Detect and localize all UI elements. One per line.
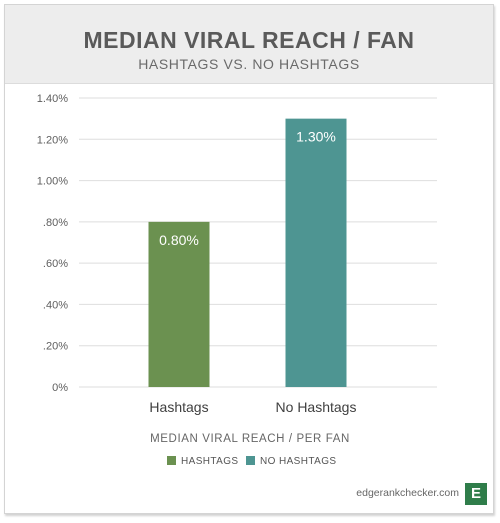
data-label: 1.30% xyxy=(296,129,336,145)
legend-swatch-no-hashtags xyxy=(246,456,255,465)
y-tick-label: 0% xyxy=(52,382,68,394)
legend-title: MEDIAN VIRAL REACH / PER FAN xyxy=(150,433,350,445)
chart-title: MEDIAN VIRAL REACH / FAN xyxy=(83,27,415,53)
brand-text[interactable]: edgerankchecker.com xyxy=(356,487,459,499)
header-band: MEDIAN VIRAL REACH / FAN HASHTAGS VS. NO… xyxy=(5,5,493,84)
legend-item-hashtags: HASHTAGS xyxy=(167,456,238,467)
bar-no-hashtags xyxy=(285,118,347,388)
y-tick-label: 1.40% xyxy=(37,93,68,105)
x-tick-label: No Hashtags xyxy=(276,399,357,415)
bars xyxy=(148,118,347,388)
y-tick-label: .20% xyxy=(43,341,68,353)
data-labels: 0.80% 1.30% xyxy=(159,129,336,248)
x-tick-label: Hashtags xyxy=(149,399,208,415)
y-tick-labels: 0% .20% .40% .60% .80% 1.00% 1.20% 1.40% xyxy=(37,93,68,394)
bar-hashtags xyxy=(148,221,210,387)
gridlines xyxy=(79,97,437,388)
legend-label-hashtags: HASHTAGS xyxy=(181,456,239,467)
y-tick-label: 1.20% xyxy=(37,134,68,146)
legend-item-no-hashtags: NO HASHTAGS xyxy=(246,456,336,467)
x-tick-labels: Hashtags No Hashtags xyxy=(149,399,356,415)
chart-card: MEDIAN VIRAL REACH / FAN HASHTAGS VS. NO… xyxy=(4,4,494,514)
y-tick-label: .80% xyxy=(43,217,68,229)
chart-subtitle: HASHTAGS VS. NO HASHTAGS xyxy=(138,56,360,72)
y-tick-label: .60% xyxy=(43,258,68,270)
brand-logo-icon: E xyxy=(465,483,487,505)
y-tick-label: 1.00% xyxy=(37,176,68,188)
legend-label-no-hashtags: NO HASHTAGS xyxy=(260,456,337,467)
data-label: 0.80% xyxy=(159,232,199,248)
y-tick-label: .40% xyxy=(43,299,68,311)
legend-swatch-hashtags xyxy=(167,456,176,465)
